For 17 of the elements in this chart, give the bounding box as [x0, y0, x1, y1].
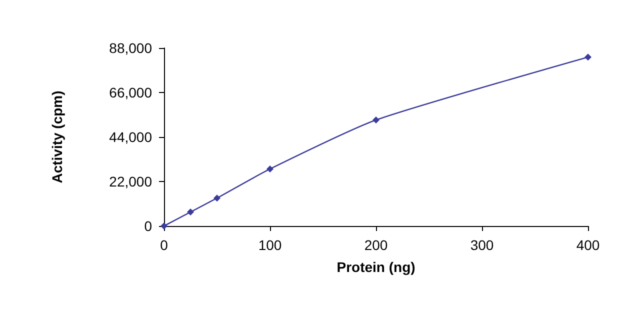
x-tick-label: 200	[364, 237, 388, 253]
y-tick-label: 44,000	[109, 129, 152, 145]
point	[584, 54, 592, 61]
x-tick-label: 0	[160, 237, 168, 253]
x-tick-label: 100	[258, 237, 282, 253]
y-tick-label: 22,000	[109, 174, 152, 190]
x-tick-label: 400	[576, 237, 600, 253]
point	[187, 208, 194, 216]
point	[266, 165, 274, 172]
y-tick-label: 88,000	[109, 40, 152, 56]
point	[214, 194, 220, 202]
x-axis-title: Protein (ng)	[336, 259, 416, 275]
y-tick-label: 0	[144, 218, 152, 234]
point	[372, 116, 380, 124]
x-tick-label: 300	[470, 237, 494, 253]
y-axis-title: Activity (cpm)	[49, 90, 65, 184]
y-tick-label: 66,000	[109, 84, 152, 100]
